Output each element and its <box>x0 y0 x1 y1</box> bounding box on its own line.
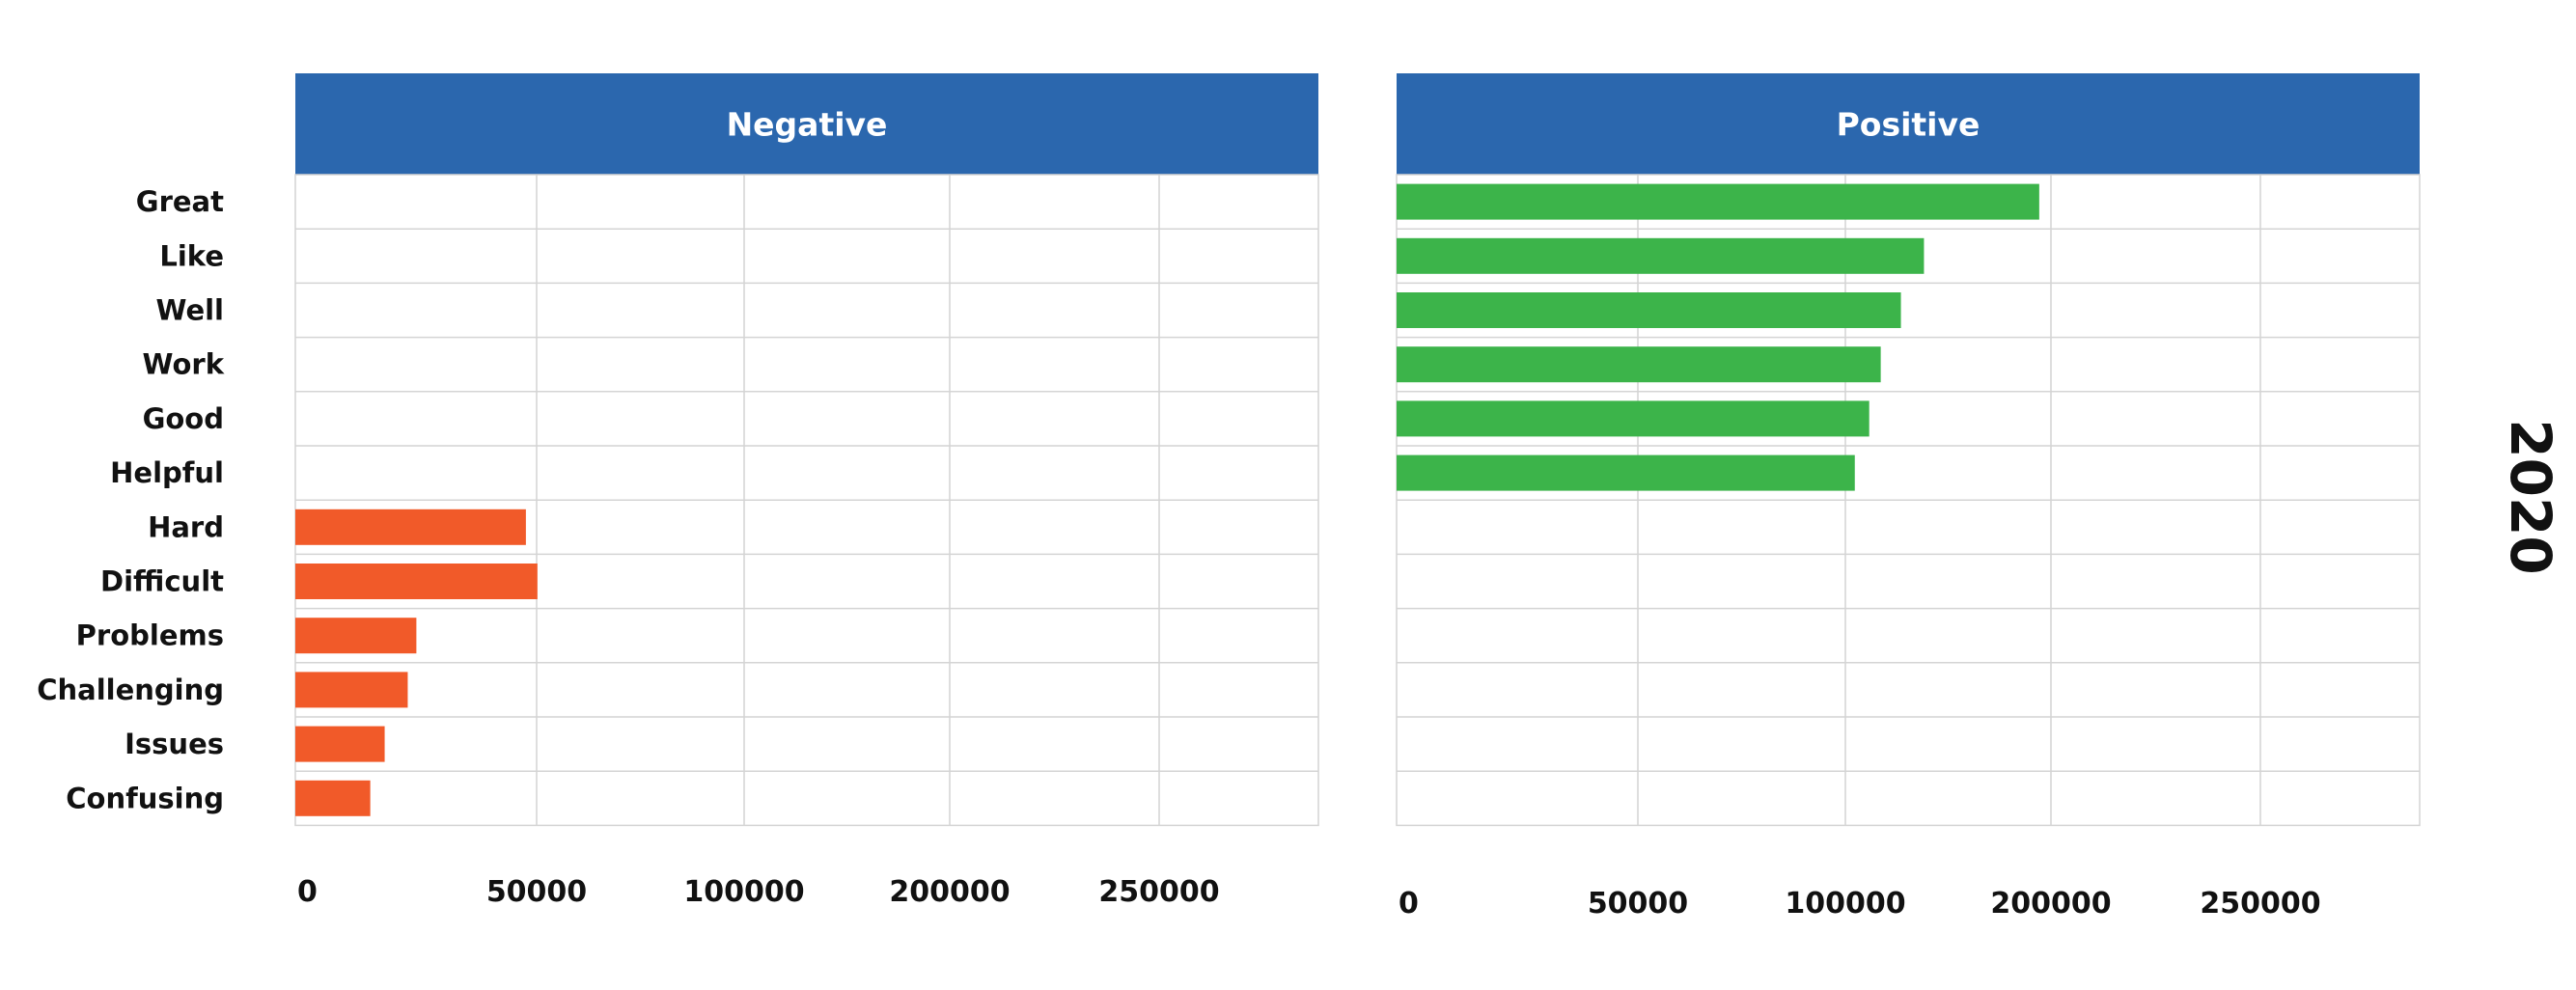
negative-panel-header <box>295 73 1318 175</box>
category-label: Great <box>136 185 224 218</box>
negative-panel-title: Negative <box>727 106 888 144</box>
category-label: Problems <box>76 619 224 652</box>
category-label: Like <box>159 239 224 272</box>
positive-bars <box>1397 183 2039 491</box>
x-tick-label: 100000 <box>683 875 804 909</box>
positive-panel-title: Positive <box>1837 106 1980 144</box>
negative-x-ticks: 0 50000 100000 200000 250000 <box>297 875 1220 909</box>
bar-confusing <box>295 780 371 816</box>
x-tick-label: 250000 <box>2200 887 2320 921</box>
positive-panel-header <box>1397 73 2420 175</box>
category-label: Hard <box>148 510 224 543</box>
negative-panel: Negative 0 50000 100000 200000 250000 <box>294 73 1319 909</box>
category-label: Well <box>155 294 224 327</box>
category-label: Issues <box>125 728 224 760</box>
bar-challenging <box>295 672 408 708</box>
positive-grid <box>1396 174 2421 827</box>
bar-helpful <box>1397 454 1855 491</box>
category-label: Work <box>143 348 225 381</box>
bar-hard <box>295 509 526 545</box>
positive-x-ticks: 0 50000 100000 200000 250000 <box>1399 887 2321 921</box>
x-tick-label: 0 <box>1399 887 1419 921</box>
bar-problems <box>295 618 417 654</box>
bar-work <box>1397 346 1881 383</box>
x-tick-label: 250000 <box>1098 875 1219 909</box>
x-tick-label: 200000 <box>889 875 1010 909</box>
x-tick-label: 50000 <box>486 875 587 909</box>
positive-panel: Positive 0 50000 100000 200000 250000 <box>1396 73 2421 921</box>
chart-title: 2020 <box>2498 419 2563 574</box>
bar-well <box>1397 292 1901 328</box>
negative-grid <box>294 174 1319 827</box>
category-label: Difficult <box>100 565 224 598</box>
bar-good <box>1397 400 1870 437</box>
bar-like <box>1397 237 1925 274</box>
x-tick-label: 50000 <box>1588 887 1688 921</box>
category-label: Confusing <box>66 782 224 814</box>
negative-bars <box>295 509 538 816</box>
bar-difficult <box>295 564 538 599</box>
category-label: Challenging <box>37 674 224 706</box>
x-tick-label: 0 <box>297 875 318 909</box>
bar-issues <box>295 726 385 762</box>
x-tick-label: 100000 <box>1785 887 1905 921</box>
bar-great <box>1397 183 2039 220</box>
category-label: Good <box>143 402 224 435</box>
x-tick-label: 200000 <box>1990 887 2111 921</box>
category-label: Helpful <box>110 456 224 489</box>
category-labels: Great Like Well Work Good Helpful Hard Difficul… <box>37 185 225 814</box>
